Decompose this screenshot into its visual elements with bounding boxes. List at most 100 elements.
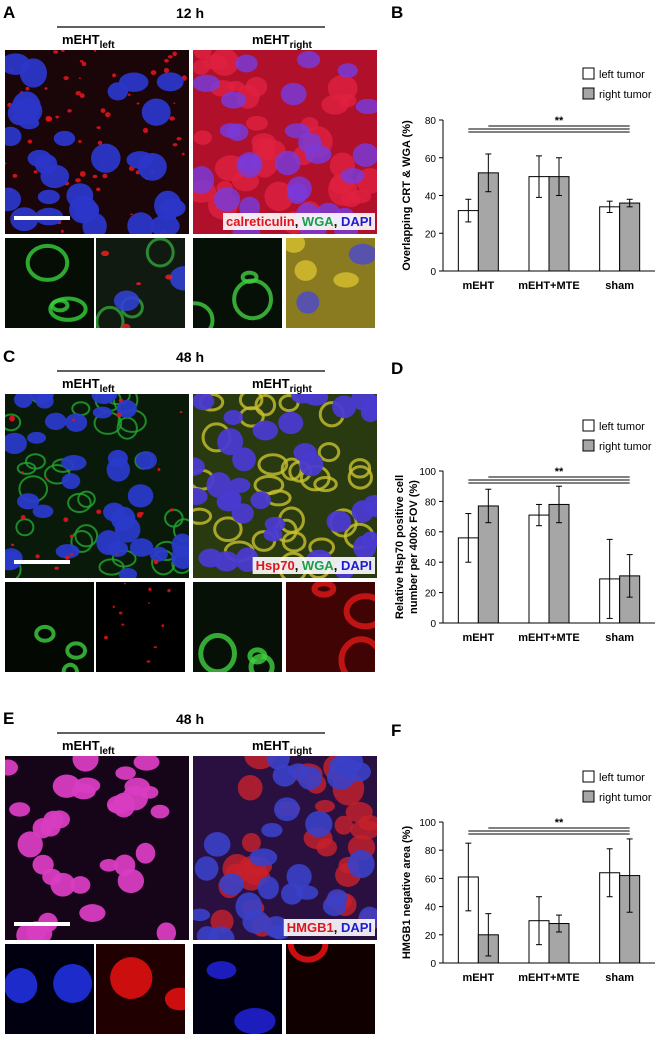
cell <box>63 76 69 81</box>
cell <box>156 72 184 92</box>
micrograph <box>286 238 375 328</box>
x-tick-label: mEHT+MTE <box>518 972 579 984</box>
cell <box>75 178 81 183</box>
cell <box>343 593 375 630</box>
cell <box>96 509 102 515</box>
cell <box>272 764 297 787</box>
cell <box>295 885 319 900</box>
x-tick-label: mEHT+MTE <box>518 280 579 292</box>
micrograph-content <box>5 50 189 234</box>
micrograph-content <box>193 582 282 672</box>
micrograph-content <box>96 238 185 328</box>
micrograph-content <box>193 50 377 234</box>
cell <box>157 467 161 472</box>
micrograph-bg <box>96 582 185 672</box>
cell <box>251 133 276 151</box>
cell <box>99 858 119 872</box>
cell <box>337 63 358 78</box>
legend-swatch <box>582 770 595 783</box>
cell <box>156 922 177 940</box>
cell <box>280 82 307 106</box>
cell <box>5 53 31 75</box>
cell <box>42 868 62 886</box>
cell <box>110 957 153 999</box>
cell <box>61 662 79 672</box>
cell <box>164 987 185 1011</box>
cell <box>91 143 121 173</box>
cell <box>193 50 212 60</box>
cell <box>193 130 213 145</box>
micrograph-content <box>193 238 282 328</box>
cell <box>70 552 74 556</box>
stain-separator: , <box>295 214 302 229</box>
cell <box>79 904 106 922</box>
cell <box>106 540 129 557</box>
cell <box>35 554 40 559</box>
micrograph <box>5 50 189 234</box>
cell <box>148 587 152 592</box>
cell <box>206 472 232 498</box>
cell <box>96 187 101 191</box>
y-tick-label: 100 <box>419 467 436 478</box>
cell <box>210 909 234 933</box>
legend-label: left tumor <box>599 421 645 433</box>
micrograph-content <box>193 944 282 1034</box>
column-label: mEHTright <box>252 738 312 757</box>
cell <box>136 102 140 105</box>
panel-label: B <box>391 3 403 22</box>
micrograph <box>96 238 185 328</box>
panel-label: C <box>3 347 15 366</box>
significance: ** <box>555 817 564 829</box>
cell <box>54 566 59 570</box>
panel-label: E <box>3 709 14 728</box>
micrograph-content <box>5 944 94 1034</box>
cell <box>116 412 122 418</box>
cell <box>223 409 243 425</box>
cell <box>234 1008 276 1034</box>
panel-label: D <box>391 359 403 378</box>
cell <box>169 116 175 121</box>
cell <box>278 411 304 435</box>
cell <box>170 508 174 512</box>
cell <box>281 530 307 553</box>
y-axis-label: Relative Hsp70 positive cell <box>394 475 406 619</box>
stain-separator: , <box>295 558 302 573</box>
cell <box>11 543 15 547</box>
cell <box>70 876 91 894</box>
cell <box>116 554 119 556</box>
cell <box>75 90 82 96</box>
cell <box>193 394 215 411</box>
cell <box>334 815 354 835</box>
stain-bg <box>252 557 375 574</box>
cell <box>221 91 247 109</box>
cell <box>64 555 70 560</box>
micrograph-content <box>5 756 189 940</box>
cell <box>97 140 103 146</box>
column-name: mEHT <box>252 376 290 391</box>
cell <box>104 635 109 640</box>
cell <box>351 500 374 523</box>
cell <box>311 582 337 598</box>
cell <box>17 493 40 510</box>
cell <box>226 123 249 141</box>
cell <box>158 198 186 218</box>
stain-name: DAPI <box>341 920 372 935</box>
cell <box>173 102 176 104</box>
cell <box>93 50 97 52</box>
stain-legend: Hsp70, WGA, DAPI <box>252 557 375 574</box>
cell <box>21 471 24 474</box>
cell <box>34 153 58 175</box>
cell <box>332 395 357 419</box>
cell <box>145 238 175 268</box>
micrograph <box>5 582 94 672</box>
cell <box>72 418 76 422</box>
y-axis-label: HMGB1 negative area (%) <box>401 826 413 960</box>
stain-name: calreticulin <box>226 214 295 229</box>
cell <box>348 458 372 479</box>
cell <box>118 567 138 578</box>
cell <box>96 126 101 130</box>
cell <box>5 126 22 147</box>
cell <box>355 98 377 114</box>
y-tick-label: 60 <box>425 874 437 885</box>
